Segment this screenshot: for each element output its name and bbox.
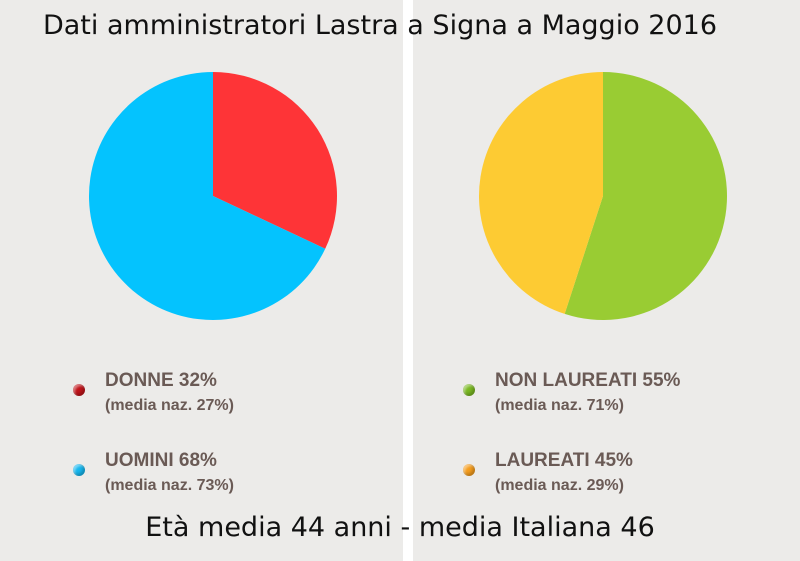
pie-slice-donne bbox=[213, 72, 337, 249]
legend-note-non-laureati: (media naz. 71%) bbox=[495, 397, 624, 414]
footer-note: Età media 44 anni - media Italiana 46 bbox=[145, 512, 655, 543]
legend-note-laureati: (media naz. 29%) bbox=[495, 477, 624, 494]
legend-note-donne: (media naz. 27%) bbox=[105, 397, 234, 414]
gender-pie-chart bbox=[89, 72, 337, 320]
legend-label-donne: DONNE 32% bbox=[105, 370, 217, 391]
legend-note-uomini: (media naz. 73%) bbox=[105, 477, 234, 494]
legend-label-uomini: UOMINI 68% bbox=[105, 450, 217, 471]
legend-dot-donne bbox=[73, 384, 85, 396]
degree-pie-chart bbox=[479, 72, 727, 320]
legend-dot-non-laureati bbox=[463, 384, 475, 396]
legend-dot-laureati bbox=[463, 464, 475, 476]
pie-slice-non-laureati bbox=[564, 72, 727, 320]
pie-slice-laureati bbox=[479, 72, 603, 314]
pie-slice-uomini bbox=[89, 72, 326, 320]
legend-label-laureati: LAUREATI 45% bbox=[495, 450, 633, 471]
legend-dot-uomini bbox=[73, 464, 85, 476]
chart-title: Dati amministratori Lastra a Signa a Mag… bbox=[42, 10, 718, 41]
legend-label-non-laureati: NON LAUREATI 55% bbox=[495, 370, 681, 391]
